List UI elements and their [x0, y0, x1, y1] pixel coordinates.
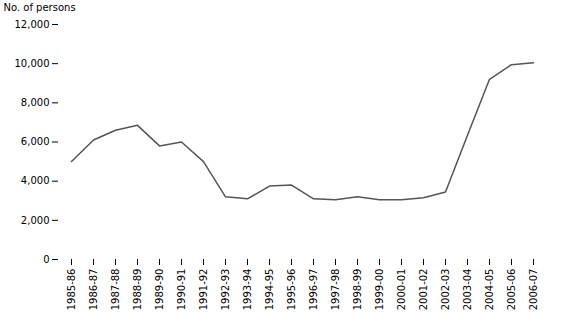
svg-text:8,000: 8,000: [21, 97, 50, 108]
svg-text:1985-86: 1985-86: [66, 269, 77, 311]
svg-text:1991-92: 1991-92: [198, 269, 209, 311]
svg-text:1996-97: 1996-97: [308, 269, 319, 311]
svg-text:2000-01: 2000-01: [396, 269, 407, 311]
svg-text:10,000: 10,000: [15, 58, 50, 69]
svg-text:1997-98: 1997-98: [330, 269, 341, 311]
svg-text:1992-93: 1992-93: [220, 269, 231, 311]
svg-text:6,000: 6,000: [21, 136, 50, 147]
svg-text:2001-02: 2001-02: [418, 269, 429, 311]
svg-text:1994-95: 1994-95: [264, 269, 275, 311]
svg-text:1989-90: 1989-90: [154, 269, 165, 311]
svg-text:1986-87: 1986-87: [88, 269, 99, 311]
svg-text:2002-03: 2002-03: [440, 269, 451, 311]
svg-text:0: 0: [43, 254, 49, 265]
svg-text:2,000: 2,000: [21, 215, 50, 226]
svg-text:4,000: 4,000: [21, 175, 50, 186]
svg-text:1995-96: 1995-96: [286, 269, 297, 311]
svg-text:2003-04: 2003-04: [462, 269, 473, 311]
svg-text:2005-06: 2005-06: [506, 269, 517, 311]
svg-text:2006-07: 2006-07: [528, 269, 539, 311]
svg-text:No. of persons: No. of persons: [4, 2, 76, 13]
svg-text:1993-94: 1993-94: [242, 269, 253, 311]
svg-text:12,000: 12,000: [15, 19, 50, 30]
svg-text:1988-89: 1988-89: [132, 269, 143, 311]
svg-text:1990-91: 1990-91: [176, 269, 187, 311]
svg-text:1999-00: 1999-00: [374, 269, 385, 311]
svg-text:2004-05: 2004-05: [484, 269, 495, 311]
svg-text:1987-88: 1987-88: [110, 269, 121, 311]
svg-text:1998-99: 1998-99: [352, 269, 363, 311]
